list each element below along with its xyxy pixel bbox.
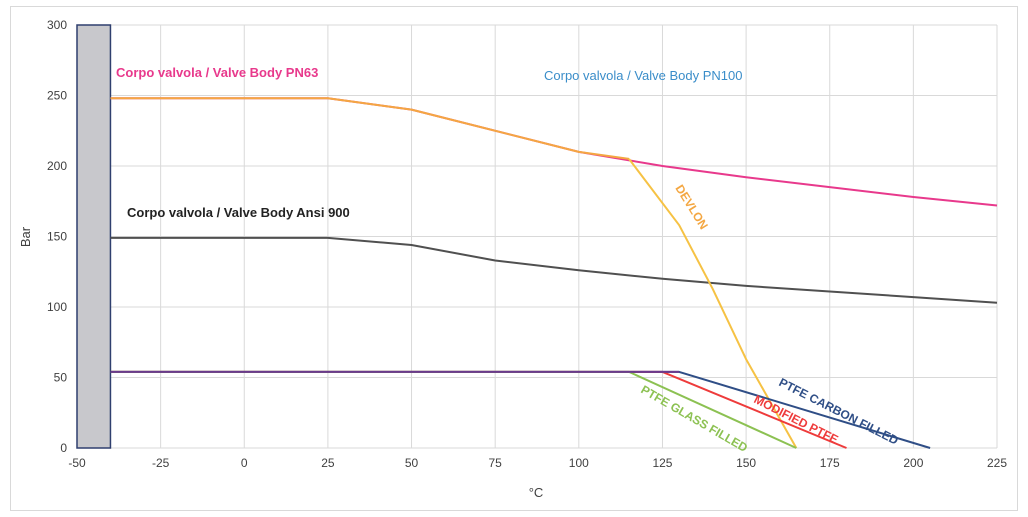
series-line-1 <box>110 97 630 160</box>
x-tick-label-7: 125 <box>652 456 672 470</box>
x-tick-label-0: -50 <box>68 456 86 470</box>
series-line-4 <box>110 370 931 449</box>
y-tick-label-1: 50 <box>54 371 68 385</box>
x-tick-label-1: -25 <box>152 456 170 470</box>
series-line-3 <box>628 158 798 449</box>
y-tick-label-2: 100 <box>47 300 67 314</box>
x-tick-label-10: 200 <box>903 456 923 470</box>
x-tick-label-2: 0 <box>241 456 248 470</box>
x-axis-title: °C <box>529 485 544 500</box>
label-ansi900: Corpo valvola / Valve Body Ansi 900 <box>127 205 350 220</box>
chart-frame <box>10 6 1018 511</box>
x-tick-label-6: 100 <box>569 456 589 470</box>
y-tick-label-3: 150 <box>47 230 67 244</box>
series-lines <box>110 97 998 449</box>
x-axis-ticks: -50 -25 0 25 50 75 100 125 150 175 200 225 <box>68 456 1007 470</box>
label-pn63: Corpo valvola / Valve Body PN63 <box>116 65 318 80</box>
y-axis-title: Bar <box>18 226 33 247</box>
y-axis-ticks: 0 50 100 150 200 250 300 <box>47 18 67 455</box>
y-tick-label-4: 200 <box>47 159 67 173</box>
grid-lines <box>76 24 998 449</box>
series-line-0 <box>110 97 998 207</box>
shaded-region <box>76 24 112 449</box>
x-tick-label-11: 225 <box>987 456 1007 470</box>
x-tick-label-8: 150 <box>736 456 756 470</box>
x-tick-label-5: 75 <box>489 456 503 470</box>
x-tick-label-9: 175 <box>820 456 840 470</box>
y-tick-label-6: 300 <box>47 18 67 32</box>
y-tick-label-0: 0 <box>60 441 67 455</box>
y-tick-label-5: 250 <box>47 89 67 103</box>
label-pn100: Corpo valvola / Valve Body PN100 <box>544 68 742 83</box>
series-line-2 <box>110 236 998 304</box>
x-tick-label-3: 25 <box>321 456 335 470</box>
shaded-region-rect <box>76 24 112 449</box>
x-tick-label-4: 50 <box>405 456 419 470</box>
